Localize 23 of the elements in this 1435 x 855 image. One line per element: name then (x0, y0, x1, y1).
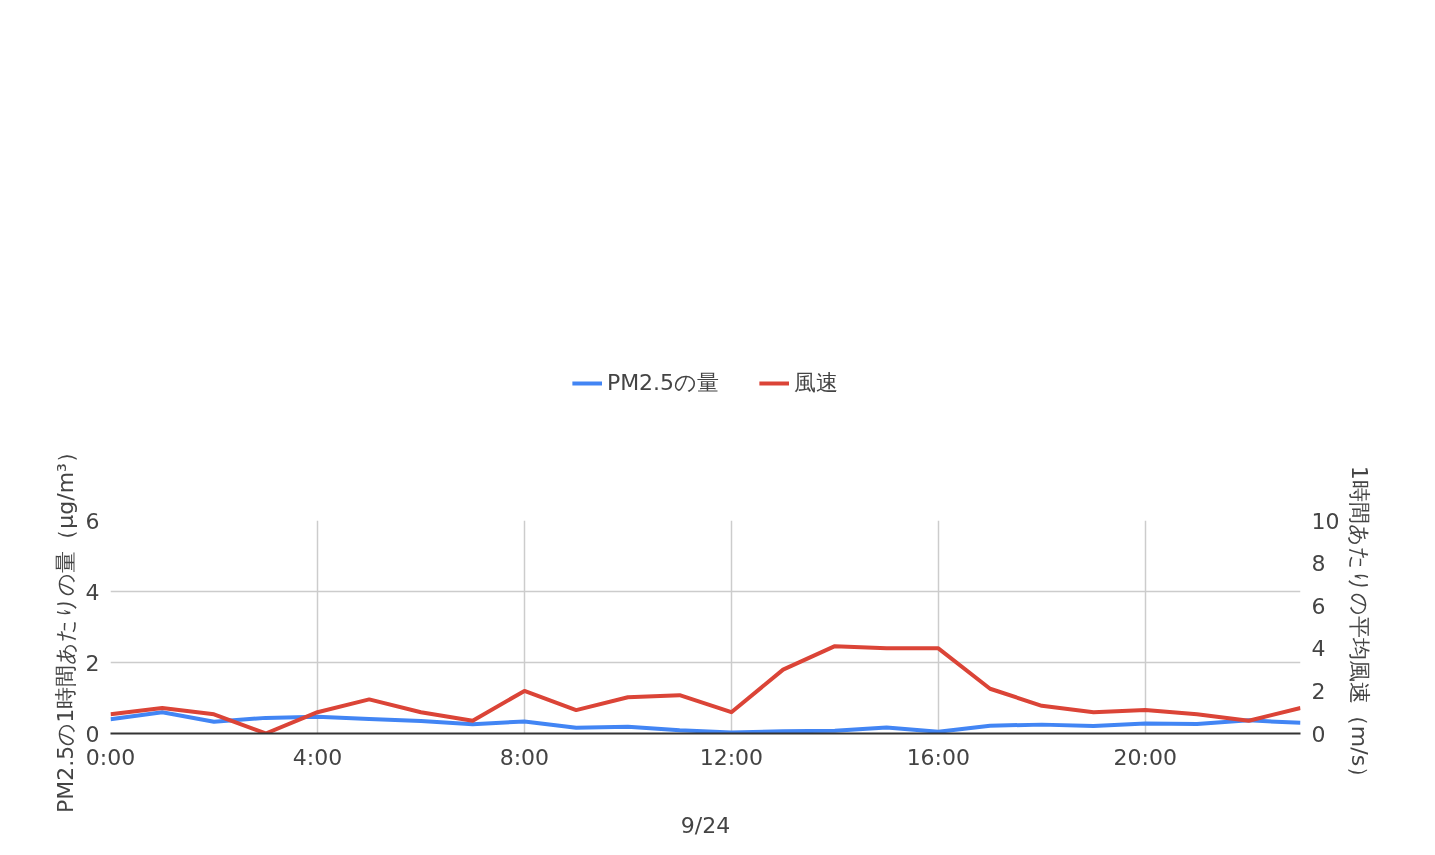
y2-tick-label: 0 (1311, 721, 1326, 747)
y-tick-label: 2 (85, 650, 100, 676)
y-tick-label: 6 (85, 508, 100, 534)
y2-tick-label: 4 (1311, 636, 1326, 662)
y-tick-label: 4 (85, 579, 100, 605)
x-tick-label: 12:00 (699, 744, 764, 770)
y2-tick-label: 10 (1311, 508, 1340, 534)
x-tick-label: 0:00 (85, 744, 136, 770)
y2-tick-label: 8 (1311, 551, 1326, 577)
x-tick-label: 8:00 (499, 744, 550, 770)
y2-tick-label: 6 (1311, 593, 1326, 619)
legend-label: PM2.5の量 (606, 368, 720, 397)
line-series (110, 710, 1301, 734)
x-tick-label: 16:00 (906, 744, 971, 770)
y-axis-title: PM2.5の1時間あたりの量（μg/m³） (52, 441, 78, 813)
y2-tick-label: 2 (1311, 678, 1326, 704)
legend-label: 風速 (794, 368, 839, 397)
x-tick-label: 20:00 (1113, 744, 1177, 770)
line-series (110, 644, 1301, 734)
x-tick-label: 4:00 (292, 744, 343, 770)
y-tick-label: 0 (85, 721, 100, 747)
y2-axis-title: 1時間あたりの平均風速（m/s） (1347, 465, 1373, 789)
x-axis-title: 9/24 (680, 812, 731, 838)
